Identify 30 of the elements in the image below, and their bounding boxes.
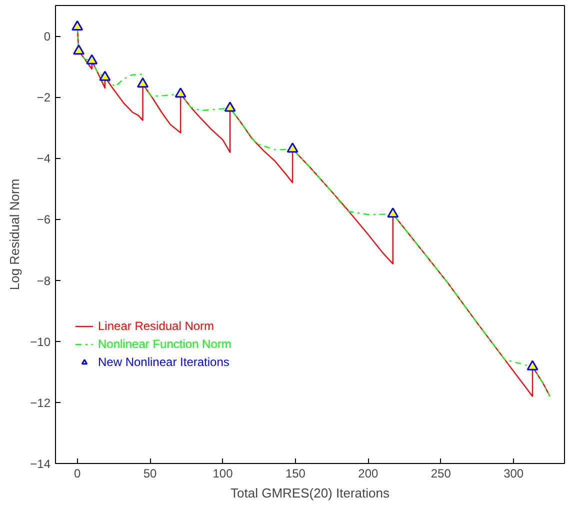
x-tick-label: 50 [143, 466, 158, 480]
point [174, 88, 186, 98]
y-tick-label: −4 [36, 152, 51, 166]
y-tick-label: −2 [36, 90, 51, 105]
y-tick-label: 0 [44, 30, 51, 44]
y-tick-label: −8 [36, 274, 51, 288]
x-tick-label: 100 [212, 466, 234, 480]
y-tick-label: −14 [30, 457, 51, 471]
point [387, 208, 399, 218]
x-tick-label: 300 [504, 466, 524, 480]
y-tick-label: −12 [30, 396, 51, 410]
x-tick-label: 200 [358, 466, 379, 480]
point [137, 77, 149, 88]
y-tick-label: −6 [36, 212, 51, 227]
x-axis-title: Total GMRES(20) Iterations [230, 486, 390, 500]
legend-label: New Nonlinear Iterations [98, 355, 230, 369]
x-tick-label: 150 [285, 466, 306, 480]
x-tick-label: 250 [430, 466, 452, 480]
point [224, 102, 236, 112]
y-tick-label: −10 [30, 334, 51, 349]
legend-label: Linear Residual Norm [98, 319, 214, 333]
point [286, 142, 298, 153]
x-tick-label: 0 [74, 466, 81, 480]
point [99, 70, 111, 81]
point [72, 20, 84, 31]
point [526, 360, 538, 370]
point [86, 54, 98, 64]
y-axis-title: Log Residual Norm [7, 178, 22, 290]
point [73, 44, 85, 55]
legend-label: Nonlinear Function Norm [98, 337, 232, 351]
